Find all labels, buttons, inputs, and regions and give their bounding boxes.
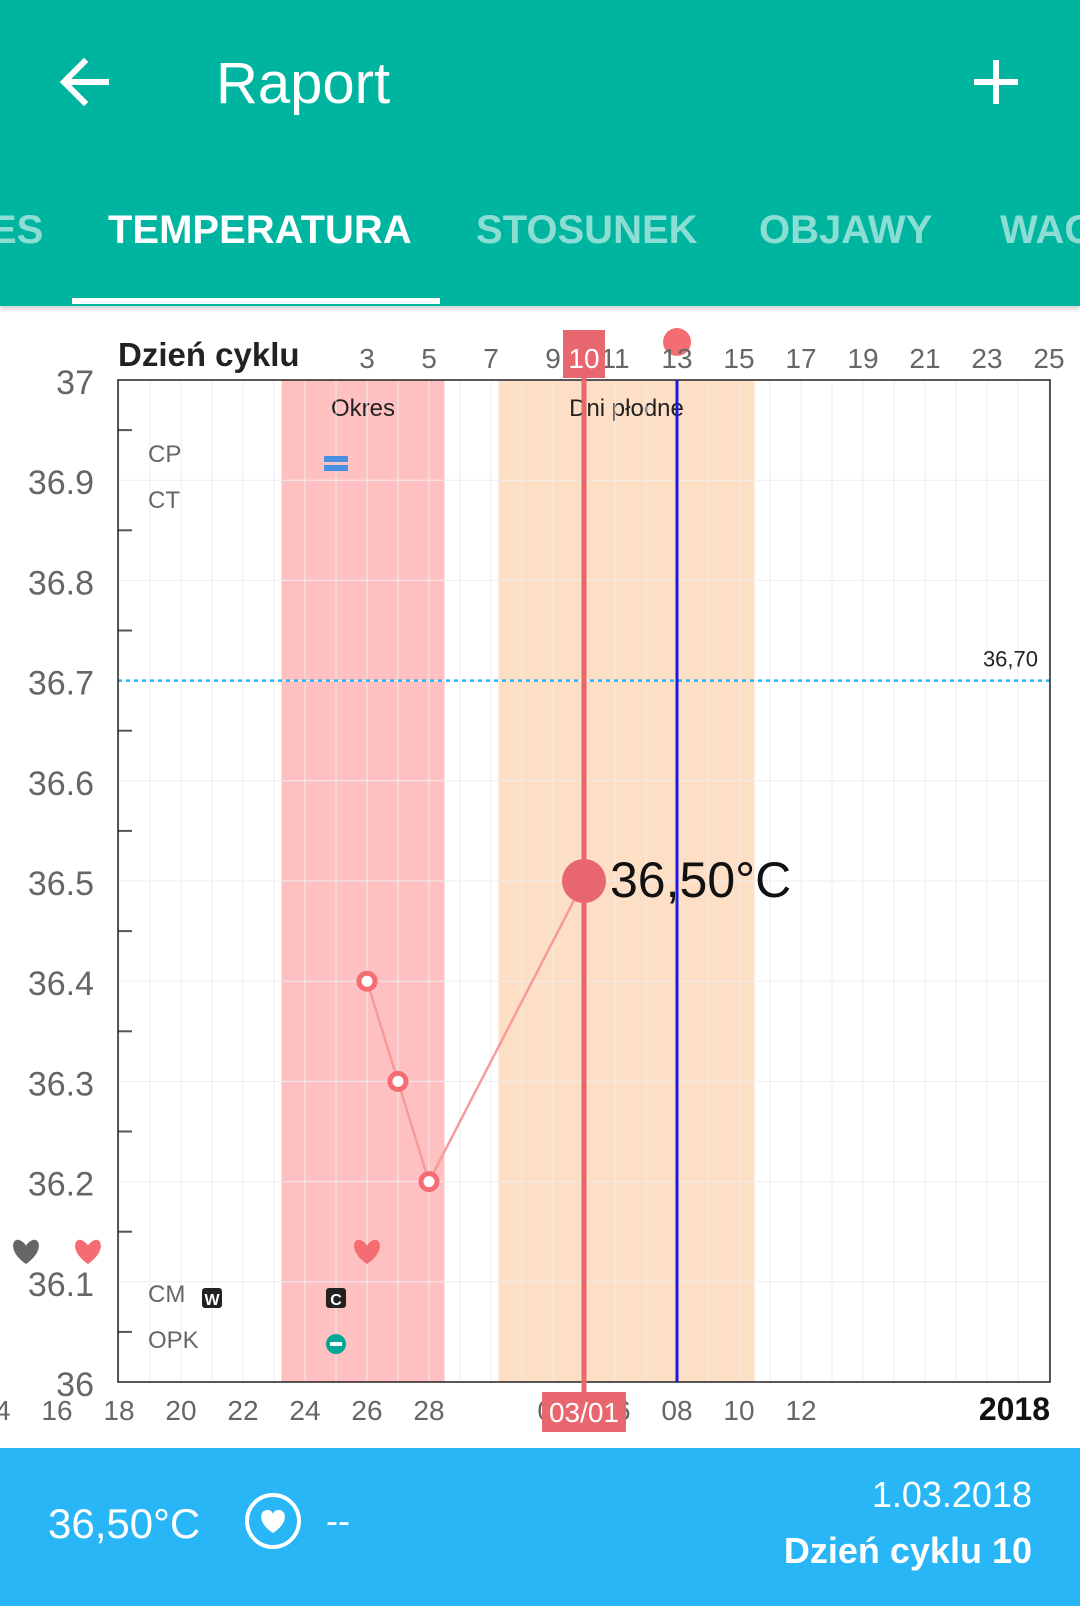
tab-stosunek[interactable]: STOSUNEK <box>476 208 698 252</box>
page-title: Raport <box>216 51 391 116</box>
selected-cycle-day-label: 10 <box>568 343 599 374</box>
bottom-tick-label: 22 <box>227 1395 258 1426</box>
tab-bar: ES TEMPERATURA STOSUNEK OBJAWY WAG <box>0 196 1080 306</box>
top-tick-label: 7 <box>483 343 499 374</box>
top-axis-label: Dzień cyklu <box>118 336 300 373</box>
top-tick-label: 21 <box>909 343 940 374</box>
plus-icon <box>974 60 1018 104</box>
y-tick-label: 36.9 <box>28 464 94 502</box>
cover-line-label: 36,70 <box>983 647 1038 672</box>
top-tick-label: 17 <box>785 343 816 374</box>
bottom-tick-label: 24 <box>289 1395 320 1426</box>
temperature-point <box>356 970 378 992</box>
top-tick-label: 13 <box>661 343 692 374</box>
band-label-1: Dni płodne <box>569 395 684 422</box>
bottom-tick-label: 14 <box>0 1395 11 1426</box>
bottom-tick-label: 28 <box>413 1395 444 1426</box>
app-bar: Raport ES TEMPERATURA STOSUNEK OBJAWY WA… <box>0 0 1080 306</box>
bottom-tick-label: 16 <box>41 1395 72 1426</box>
temperature-point <box>387 1070 409 1092</box>
current-temperature: 36,50°C <box>48 1500 201 1547</box>
top-tick-label: 23 <box>971 343 1002 374</box>
selected-temperature-label: 36,50°C <box>610 852 791 908</box>
y-tick-label: 36.7 <box>28 665 94 703</box>
top-tick-label: 25 <box>1033 343 1064 374</box>
temperature-point <box>418 1171 440 1193</box>
cm-marker <box>326 1288 346 1308</box>
row-label-opk: OPK <box>148 1327 199 1354</box>
y-tick-label: 36.5 <box>28 865 94 903</box>
selected-cycle-day-badge <box>563 330 605 378</box>
bottom-tick-label: 10 <box>723 1395 754 1426</box>
top-tick-label: 11 <box>600 343 629 374</box>
heart-circle-icon[interactable] <box>244 1492 302 1550</box>
selected-date: 1.03.2018 <box>871 1474 1032 1515</box>
bottom-tick-label: 26 <box>351 1395 382 1426</box>
y-tick-label: 36.2 <box>28 1166 94 1204</box>
y-tick-label: 36 <box>56 1366 94 1404</box>
arrow-left-icon <box>59 57 109 107</box>
cm-marker <box>202 1288 222 1308</box>
heart-icon <box>13 1239 39 1264</box>
temperature-line <box>365 880 586 1185</box>
top-tick-label: 15 <box>723 343 754 374</box>
cp-marker <box>324 456 348 462</box>
bottom-tick-label: 12 <box>785 1395 816 1426</box>
back-button[interactable] <box>52 46 124 118</box>
add-button[interactable] <box>960 46 1032 118</box>
cp-marker <box>324 465 348 471</box>
top-tick-label: 9 <box>545 343 561 374</box>
year-label: 2018 <box>979 1391 1050 1427</box>
y-tick-label: 36.4 <box>28 965 94 1003</box>
opk-marker-dash <box>330 1342 342 1346</box>
tab-objawy[interactable]: OBJAWY <box>759 208 933 252</box>
y-tick-label: 36.1 <box>28 1266 94 1304</box>
top-tick-label: 5 <box>421 343 437 374</box>
row-label-cm: CM <box>148 1281 185 1308</box>
top-tick-label: 3 <box>359 343 375 374</box>
selected-temperature-point <box>562 859 606 903</box>
selected-date-badge <box>542 1392 626 1432</box>
y-tick-label: 36.6 <box>28 765 94 803</box>
cm-marker-label: W <box>204 1292 220 1309</box>
y-tick-label: 36.8 <box>28 564 94 602</box>
selected-cycle-day: Dzień cyklu 10 <box>783 1530 1032 1571</box>
ovulation-marker <box>663 328 691 356</box>
temperature-chart[interactable]: Okres Dni płodne3736.936.836.736.636.536.… <box>0 306 1080 1448</box>
tab-indicator <box>72 298 440 304</box>
y-tick-label: 36.3 <box>28 1065 94 1103</box>
top-tick-label: 19 <box>847 343 878 374</box>
tab-es[interactable]: ES <box>0 208 44 252</box>
bottom-tick-label: 18 <box>103 1395 134 1426</box>
selected-date-label: 03/01 <box>549 1397 619 1428</box>
bottom-summary-bar: 36,50°C -- 1.03.2018 Dzień cyklu 10 <box>0 1448 1080 1606</box>
bottom-tick-label: 08 <box>661 1395 692 1426</box>
heart-icon <box>354 1239 380 1264</box>
tab-temperatura[interactable]: TEMPERATURA <box>108 208 412 252</box>
row-label-ct: CT <box>148 487 180 514</box>
bottom-tick-label: 20 <box>165 1395 196 1426</box>
band-label-0: Okres <box>331 395 395 422</box>
heart-icon <box>75 1239 101 1264</box>
row-label-cp: CP <box>148 441 181 468</box>
y-tick-label: 37 <box>56 364 94 402</box>
tab-waga[interactable]: WAG <box>1000 208 1080 252</box>
cm-marker-label: C <box>330 1292 342 1309</box>
intercourse-value: -- <box>326 1500 350 1541</box>
